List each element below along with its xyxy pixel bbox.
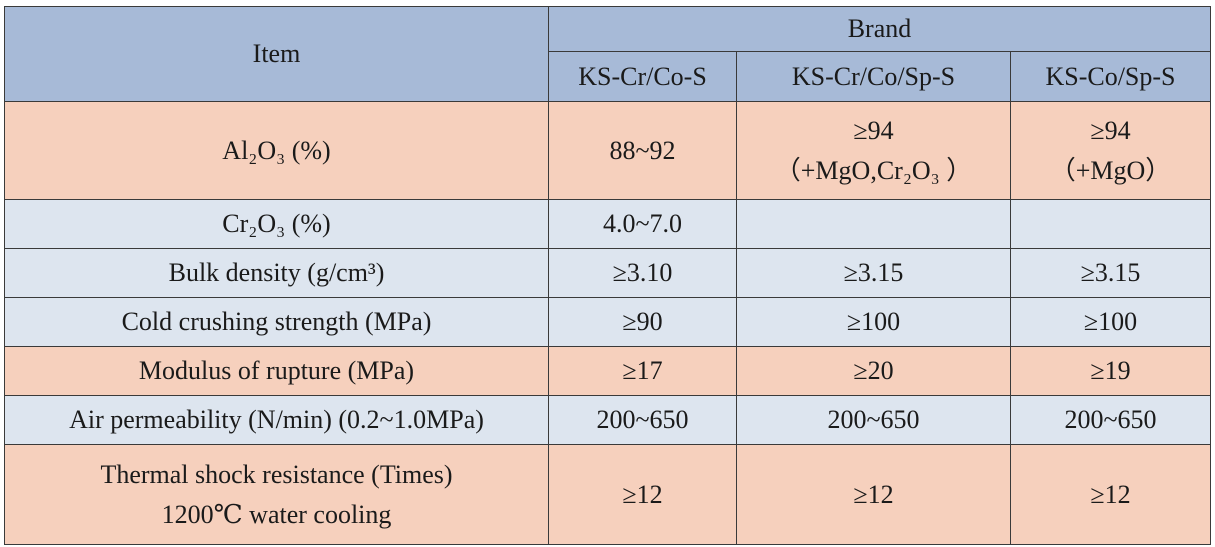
table-cell: ≥94 （+MgO） <box>1010 101 1211 200</box>
table-cell: ≥12 <box>1010 444 1211 545</box>
row-item-label: Air permeability (N/min) (0.2~1.0MPa) <box>4 395 549 445</box>
brand-column-header: KS-Cr/Co/Sp-S <box>736 51 1011 102</box>
table-cell: ≥20 <box>736 346 1011 396</box>
table-cell: ≥94 （+MgO,Cr₂O₃ ） <box>736 101 1011 200</box>
row-item-label: Modulus of rupture (MPa) <box>4 346 549 396</box>
row-item-label: Bulk density (g/cm³) <box>4 248 549 298</box>
table-cell: 200~650 <box>1010 395 1211 445</box>
table-row: Cr₂O₃ (%) 4.0~7.0 <box>4 199 1211 249</box>
table-cell: ≥12 <box>548 444 737 545</box>
table-cell: ≥19 <box>1010 346 1211 396</box>
table-cell: ≥3.10 <box>548 248 737 298</box>
brand-column-header: KS-Co/Sp-S <box>1010 51 1211 102</box>
brand-column-header: KS-Cr/Co-S <box>548 51 737 102</box>
table-cell: ≥3.15 <box>736 248 1011 298</box>
row-item-label: Al₂O₃ (%) <box>4 101 549 200</box>
table-cell: 200~650 <box>548 395 737 445</box>
table-row: Thermal shock resistance (Times) 1200℃ w… <box>4 444 1211 545</box>
spec-table: Item Brand KS-Cr/Co-S KS-Cr/Co/Sp-S KS-C… <box>4 6 1211 545</box>
item-header: Item <box>4 6 549 102</box>
table-row: Cold crushing strength (MPa) ≥90 ≥100 ≥1… <box>4 297 1211 347</box>
table-row: Air permeability (N/min) (0.2~1.0MPa) 20… <box>4 395 1211 445</box>
table-cell: 4.0~7.0 <box>548 199 737 249</box>
table-row: Bulk density (g/cm³) ≥3.10 ≥3.15 ≥3.15 <box>4 248 1211 298</box>
brand-header: Brand <box>548 6 1211 52</box>
table-cell: ≥100 <box>1010 297 1211 347</box>
table-header-row: Item Brand <box>4 6 1211 102</box>
table-row: Modulus of rupture (MPa) ≥17 ≥20 ≥19 <box>4 346 1211 396</box>
table-cell: ≥17 <box>548 346 737 396</box>
table-cell: 200~650 <box>736 395 1011 445</box>
table-cell: ≥3.15 <box>1010 248 1211 298</box>
row-item-label: Cr₂O₃ (%) <box>4 199 549 249</box>
table-cell <box>1010 199 1211 249</box>
row-item-label: Cold crushing strength (MPa) <box>4 297 549 347</box>
table-cell <box>736 199 1011 249</box>
table-row: Al₂O₃ (%) 88~92 ≥94 （+MgO,Cr₂O₃ ） ≥94 （+… <box>4 101 1211 200</box>
row-item-label: Thermal shock resistance (Times) 1200℃ w… <box>4 444 549 545</box>
table-cell: ≥12 <box>736 444 1011 545</box>
brand-subheader-row: KS-Cr/Co-S KS-Cr/Co/Sp-S KS-Co/Sp-S <box>5 51 1211 102</box>
table-cell: 88~92 <box>548 101 737 200</box>
table-cell: ≥100 <box>736 297 1011 347</box>
table-cell: ≥90 <box>548 297 737 347</box>
